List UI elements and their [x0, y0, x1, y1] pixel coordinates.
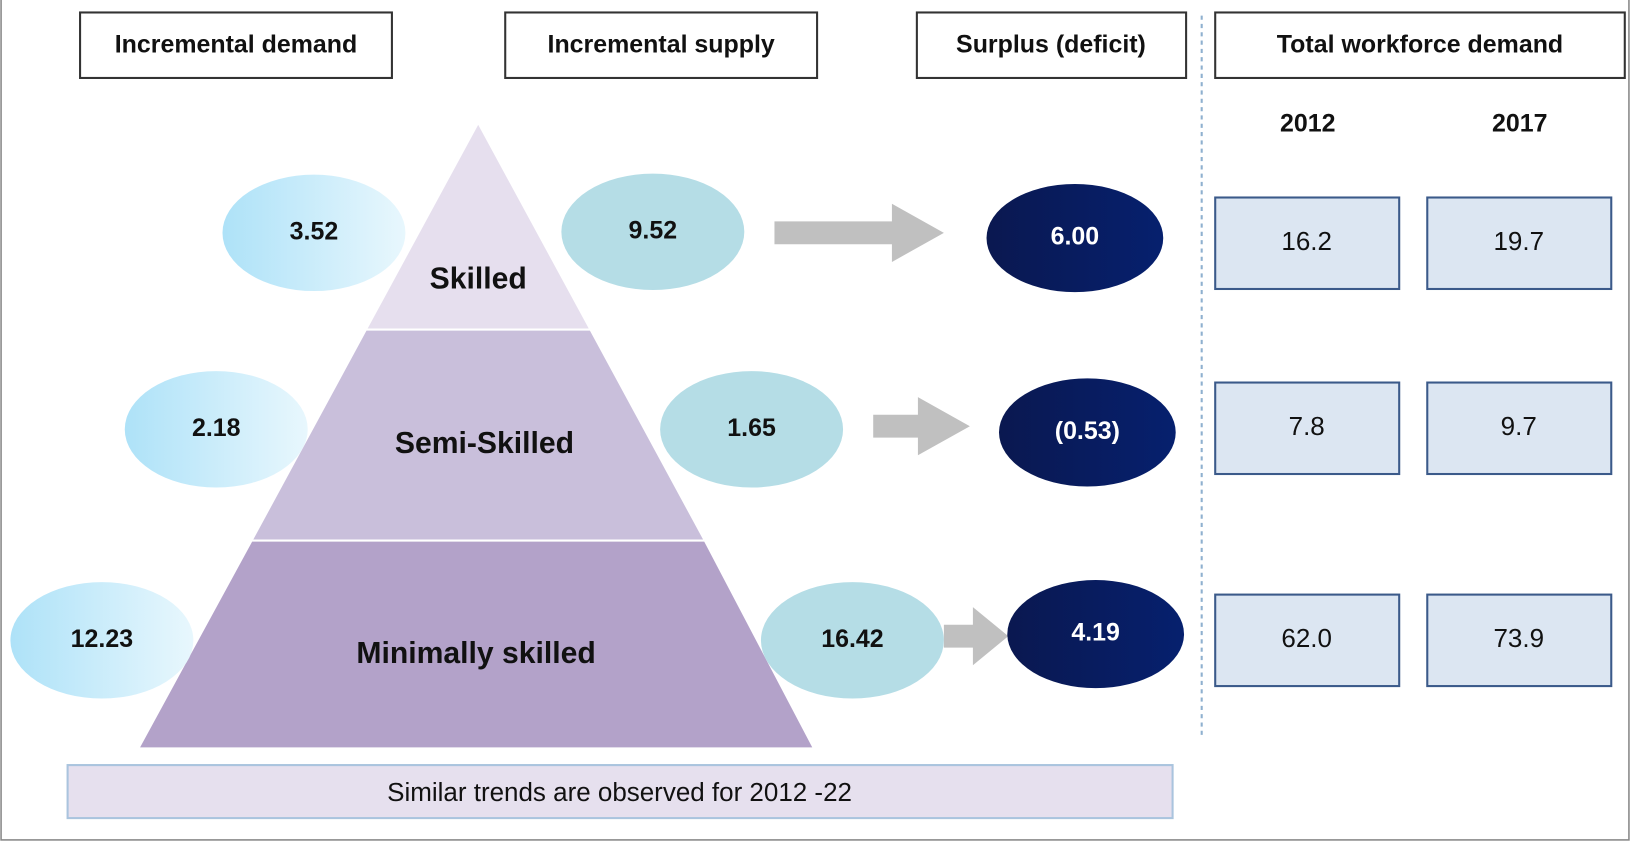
header-box: [504, 11, 819, 80]
supply-bubble: [660, 371, 844, 488]
surplus-bubble: [998, 378, 1176, 487]
level-label: Skilled: [430, 263, 527, 296]
surplus-bubble: [1007, 580, 1185, 689]
demand-bubble: [222, 174, 406, 292]
header: Total workforce demand: [1277, 30, 1563, 58]
level-label: Semi-Skilled: [395, 427, 574, 460]
header-box: [79, 11, 393, 80]
surplus-value: (0.53): [1055, 417, 1120, 445]
total-box: [1214, 196, 1401, 291]
total-value: 16.2: [1281, 226, 1332, 256]
headers: Incremental demand Incremental supply Su…: [79, 11, 1626, 80]
total-box: [1426, 593, 1613, 688]
level-label: Minimally skilled: [356, 637, 595, 670]
pyramid-tier: [136, 539, 816, 750]
total-value: 62.0: [1281, 623, 1332, 653]
demand-value: 3.52: [290, 217, 339, 245]
year: 2012: [1280, 109, 1335, 137]
demand-bubble: [10, 582, 194, 699]
supply-value: 1.65: [727, 414, 776, 442]
supply-bubble: [561, 173, 745, 291]
total-box: [1426, 381, 1613, 476]
surplus-value: 6.00: [1051, 223, 1100, 251]
demand-value: 12.23: [71, 625, 133, 653]
total-value: 73.9: [1493, 623, 1544, 653]
total-value: 7.8: [1289, 411, 1325, 441]
footer: Similar trends are observed for 2012 -22: [387, 777, 852, 807]
total-box: [1426, 196, 1613, 291]
footer-box: [66, 764, 1174, 820]
supply-value: 9.52: [629, 216, 678, 244]
header: Surplus (deficit): [956, 30, 1146, 58]
total-value: 19.7: [1493, 226, 1544, 256]
arrow: [943, 607, 1009, 666]
supply-bubble: [760, 582, 944, 699]
demand-value: 2.18: [192, 414, 241, 442]
header-box: [915, 11, 1188, 80]
supply-value: 16.42: [821, 625, 883, 653]
header: Incremental demand: [115, 30, 358, 58]
arrow: [873, 397, 970, 456]
year: 2017: [1492, 109, 1547, 137]
total-value: 9.7: [1501, 411, 1537, 441]
total-box: [1214, 593, 1401, 688]
header: Incremental supply: [548, 30, 775, 58]
surplus-bubble: [986, 183, 1164, 293]
total-box: [1214, 381, 1401, 476]
surplus-value: 4.19: [1071, 619, 1120, 647]
arrow: [774, 203, 944, 262]
header-box: [1214, 11, 1626, 80]
demand-bubble: [124, 371, 308, 488]
